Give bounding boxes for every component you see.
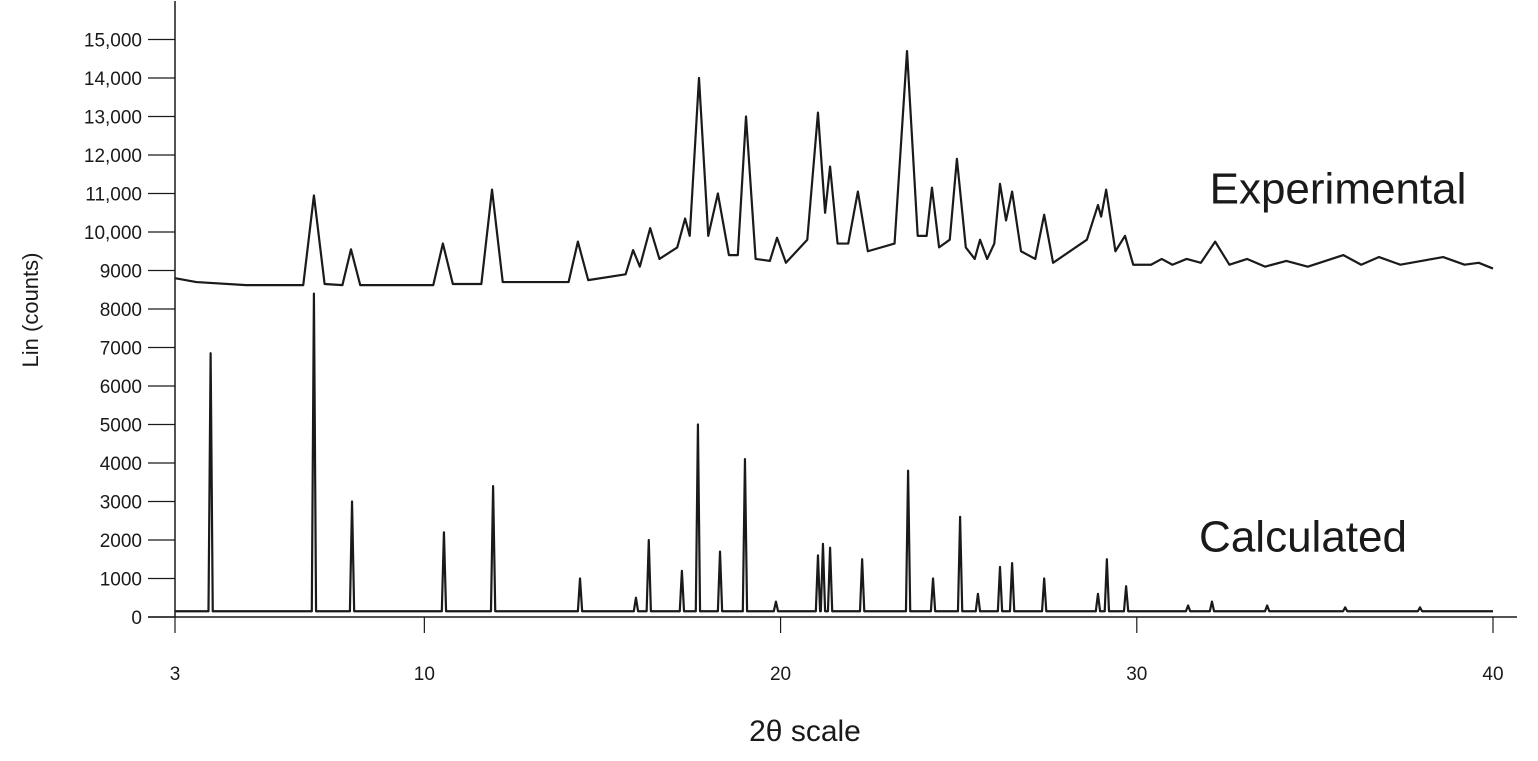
y-tick-label: 15,000	[84, 31, 142, 52]
y-tick-label: 7000	[100, 339, 142, 360]
y-tick-label: 3000	[100, 493, 142, 514]
y-tick-label: 6000	[100, 377, 142, 398]
x-tick-label: 3	[170, 664, 181, 685]
x-tick-label: 10	[414, 664, 435, 685]
series-label: Calculated	[1199, 513, 1407, 562]
x-tick-label: 40	[1482, 664, 1503, 685]
y-tick-label: 13,000	[84, 108, 142, 129]
y-tick-label: 12,000	[84, 146, 142, 167]
series-label: Experimental	[1210, 165, 1467, 214]
y-tick-label: 2000	[100, 531, 142, 552]
x-tick-label: 30	[1126, 664, 1147, 685]
y-tick-label: 4000	[100, 454, 142, 475]
y-tick-label: 0	[131, 608, 142, 629]
series-line	[175, 292, 1493, 613]
series-line	[174, 49, 1494, 287]
y-tick-label: 9000	[100, 262, 142, 283]
x-tick-label: 20	[770, 664, 791, 685]
y-tick-label: 5000	[100, 416, 142, 437]
y-tick-label: 14,000	[84, 69, 142, 90]
y-axis-title: Lin (counts)	[18, 253, 43, 368]
x-axis-title: 2θ scale	[749, 715, 861, 748]
y-tick-label: 11,000	[85, 185, 142, 206]
y-tick-label: 8000	[100, 300, 142, 321]
y-tick-label: 1000	[100, 570, 142, 591]
y-tick-label: 10,000	[84, 223, 142, 244]
